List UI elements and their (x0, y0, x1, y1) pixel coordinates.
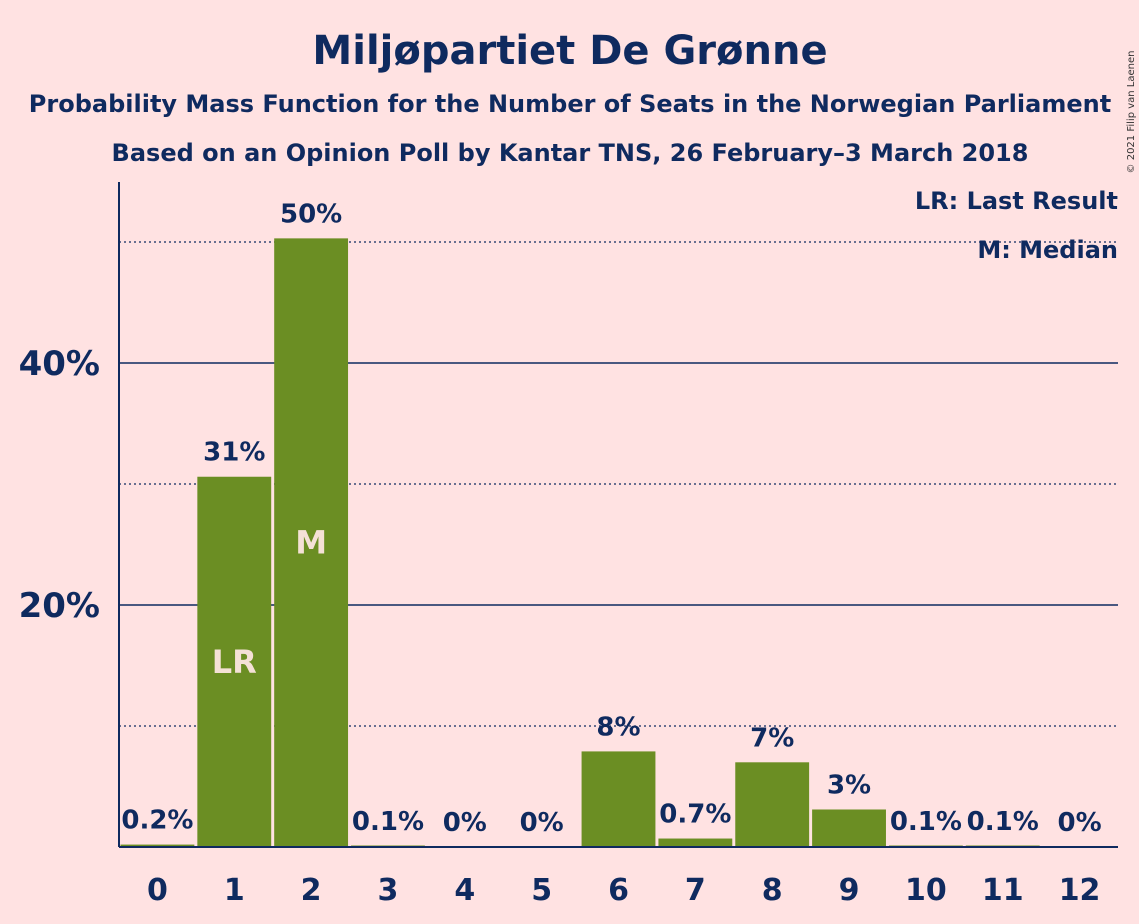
data-label: 0.1% (352, 807, 424, 837)
x-tick-label: 11 (982, 873, 1024, 908)
legend-entry: LR: Last Result (915, 187, 1118, 215)
data-label: 7% (750, 723, 794, 753)
bar (274, 238, 349, 847)
x-tick-label: 7 (685, 873, 706, 908)
bar (197, 476, 272, 847)
data-label: 0% (520, 808, 564, 838)
legend: LR: Last Result M: Median (915, 187, 1118, 264)
x-tick-label: 0 (147, 873, 168, 908)
x-tick-label: 6 (608, 873, 629, 908)
bar (812, 809, 886, 847)
bar (581, 751, 656, 847)
bars (120, 238, 1040, 847)
bar (658, 838, 733, 847)
data-label: 0.7% (659, 800, 731, 830)
data-label: 8% (596, 712, 640, 742)
y-tick-label: 40% (19, 344, 100, 384)
data-labels: 0.2%31%50%0.1% 0% 0%8%0.7%7%3%0.1% 0.1% 0%LR… (121, 199, 1101, 838)
chart-subtitle: Probability Mass Function for the Number… (29, 90, 1111, 118)
data-label: 3% (827, 770, 871, 800)
data-label: 0% (1057, 808, 1101, 838)
chart-subtitle-source: Based on an Opinion Poll by Kantar TNS, … (112, 139, 1029, 167)
data-label: 31% (203, 438, 265, 468)
x-tick-label: 10 (905, 873, 947, 908)
x-tick-label: 9 (839, 873, 860, 908)
bar (735, 762, 810, 847)
x-tick-label: 1 (224, 873, 245, 908)
data-label: 0.1% (890, 807, 962, 837)
bar (120, 844, 195, 847)
chart-title: Miljøpartiet De Grønne (312, 28, 827, 74)
bar-marker: M (295, 524, 327, 562)
x-tick-label: 5 (531, 873, 552, 908)
data-label: 0.1% (967, 807, 1039, 837)
x-tick-label: 4 (454, 873, 475, 908)
x-tick-label: 8 (762, 873, 783, 908)
data-label: 50% (280, 199, 342, 229)
data-label: 0.2% (121, 806, 193, 836)
legend-entry: M: Median (977, 236, 1118, 264)
bar-marker: LR (212, 643, 257, 681)
x-tick-label: 2 (301, 873, 322, 908)
x-tick-label: 12 (1059, 873, 1101, 908)
x-tick-label: 3 (378, 873, 399, 908)
y-tick-label: 20% (19, 586, 100, 626)
copyright-note: © 2021 Filip van Laenen (1126, 51, 1137, 174)
y-axis: 20% 40% (19, 182, 120, 847)
data-label: 0% (443, 808, 487, 838)
x-axis: 0 1 2 3 4 5 6 7 8 9 10 11 12 (119, 846, 1118, 908)
